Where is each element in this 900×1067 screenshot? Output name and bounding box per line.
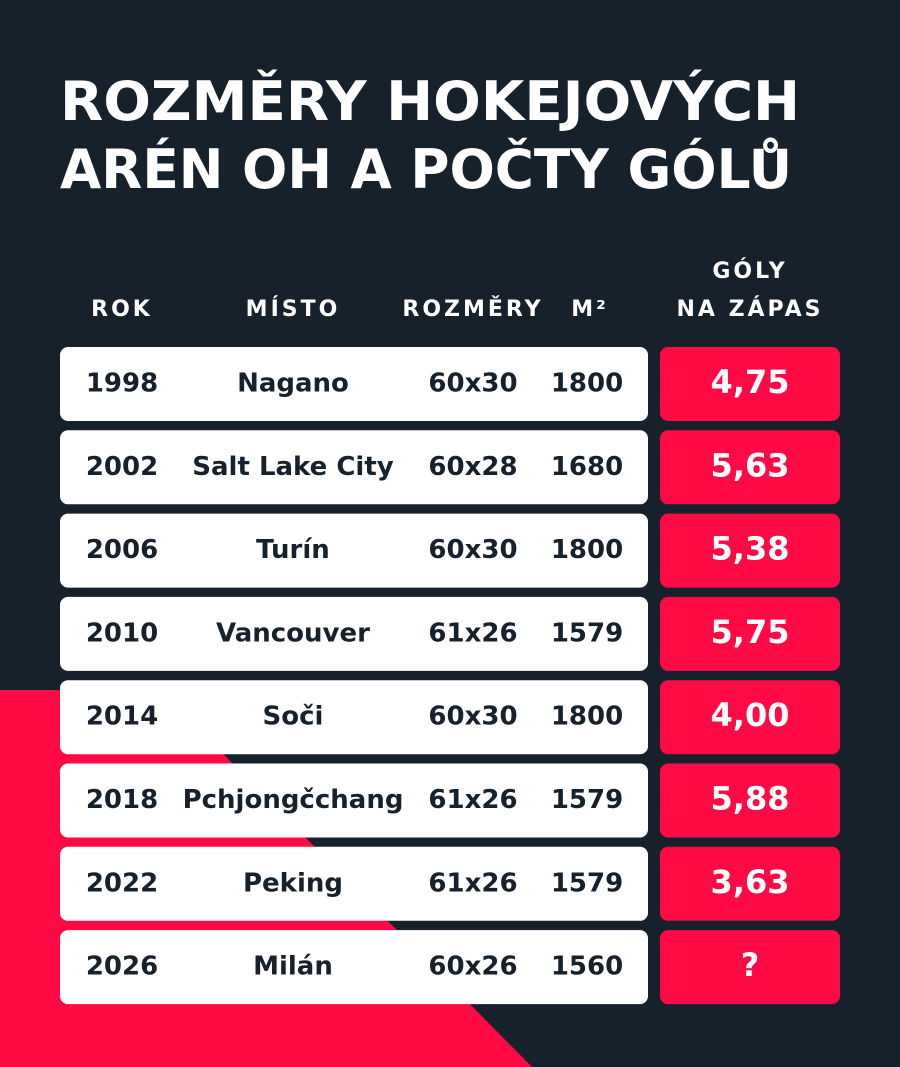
goal-value: 5,63: [711, 446, 790, 484]
cell: Milán: [253, 952, 333, 982]
row-box: [60, 763, 648, 838]
cell: 2018: [86, 785, 158, 815]
cell: 60x28: [428, 452, 517, 482]
goal-box: [660, 846, 840, 921]
cell: Salt Lake City: [192, 452, 393, 482]
goal-value: 5,38: [711, 530, 790, 568]
column-header: MÍSTO: [246, 296, 341, 322]
row-box: [60, 513, 648, 588]
cell: 1800: [551, 369, 623, 399]
goal-box: [660, 680, 840, 755]
cell: 2026: [86, 952, 158, 982]
title-line: ROZMĚRY HOKEJOVÝCH: [60, 70, 800, 133]
cell: 61x26: [428, 868, 517, 898]
goal-box: [660, 596, 840, 671]
cell: 2014: [86, 702, 158, 732]
cell: Peking: [243, 868, 343, 898]
cell: 1800: [551, 535, 623, 565]
cell: 60x30: [428, 369, 517, 399]
cell: Nagano: [237, 369, 349, 399]
cell: 60x30: [428, 702, 517, 732]
goal-box: [660, 763, 840, 838]
column-header: GÓLY: [712, 258, 787, 284]
cell: 1998: [86, 369, 158, 399]
cell: 2002: [86, 452, 158, 482]
cell: Pchjongčchang: [183, 785, 404, 815]
goal-value: 3,63: [711, 863, 790, 901]
cell: Vancouver: [216, 618, 370, 648]
title-line: ARÉN OH A POČTY GÓLŮ: [60, 138, 792, 201]
cell: 61x26: [428, 618, 517, 648]
goal-box: [660, 930, 840, 1005]
goal-value: 4,75: [711, 363, 790, 401]
cell: 1800: [551, 702, 623, 732]
cell: Soči: [263, 702, 324, 732]
row-box: [60, 430, 648, 505]
row-box: [60, 680, 648, 755]
goal-box: [660, 347, 840, 421]
cell: 1579: [551, 868, 623, 898]
row-box: [60, 596, 648, 671]
row-box: [60, 930, 648, 1005]
goal-value: 5,75: [711, 613, 790, 651]
cell: 60x26: [428, 952, 517, 982]
cell: 60x30: [428, 535, 517, 565]
column-header: M²: [571, 297, 609, 322]
cell: Turín: [256, 535, 330, 565]
cell: 2006: [86, 535, 158, 565]
cell: 1560: [551, 952, 623, 982]
row-box: [60, 846, 648, 921]
row-box: [60, 347, 648, 421]
cell: 1680: [551, 452, 623, 482]
cell: 2022: [86, 868, 158, 898]
column-header: ROK: [91, 297, 153, 322]
cell: 1579: [551, 785, 623, 815]
goal-value: 5,88: [711, 780, 790, 818]
goal-value: 4,00: [711, 696, 790, 734]
goal-box: [660, 430, 840, 505]
cell: 1579: [551, 618, 623, 648]
goal-box: [660, 513, 840, 588]
column-header: ROZMĚRY: [402, 296, 543, 322]
cell: 2010: [86, 618, 158, 648]
goal-value: ?: [741, 946, 760, 984]
cell: 61x26: [428, 785, 517, 815]
column-header: NA ZÁPAS: [676, 296, 823, 322]
